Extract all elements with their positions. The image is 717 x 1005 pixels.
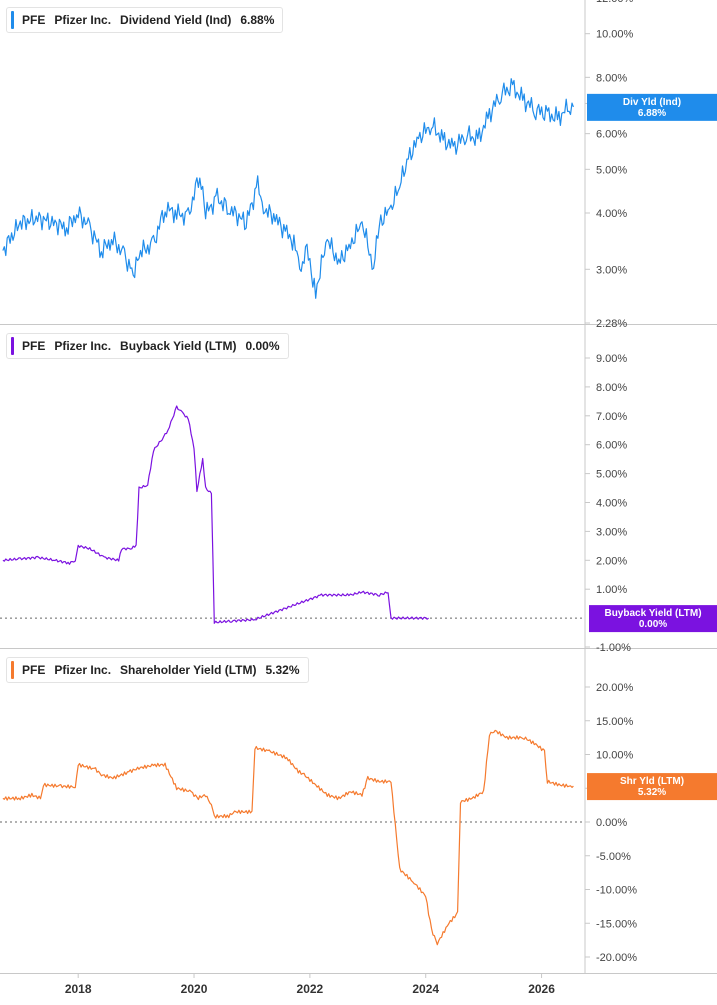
legend-metric: Dividend Yield (Ind): [120, 13, 232, 27]
series-line: [2, 405, 429, 624]
legend-ticker: PFE: [22, 339, 46, 353]
tag-value: 0.00%: [639, 619, 667, 630]
y-tick-label: 4.00%: [596, 498, 627, 510]
series-line: [2, 78, 574, 299]
x-tick-label: 2024: [412, 982, 439, 996]
y-tick-label: -5.00%: [596, 851, 631, 863]
legend-buyback-yield[interactable]: PFE Pfizer Inc. Buyback Yield (LTM) 0.00…: [6, 333, 289, 359]
y-tick-label: 8.00%: [596, 72, 627, 84]
y-tick-label: 6.00%: [596, 129, 627, 141]
x-tick-label: 2018: [65, 982, 92, 996]
series-swatch: [11, 337, 14, 355]
y-tick-label: 5.00%: [596, 164, 627, 176]
y-tick-label: 2.00%: [596, 555, 627, 567]
legend-value: 5.32%: [265, 663, 300, 677]
y-tick-label: -10.00%: [596, 885, 637, 897]
legend-value: 6.88%: [240, 13, 275, 27]
y-tick-label: 4.00%: [596, 208, 627, 220]
legend-metric: Buyback Yield (LTM): [120, 339, 237, 353]
x-tick-label: 2026: [528, 982, 555, 996]
legend-shareholder-yield[interactable]: PFE Pfizer Inc. Shareholder Yield (LTM) …: [6, 657, 309, 683]
legend-value: 0.00%: [245, 339, 280, 353]
y-tick-label: -15.00%: [596, 918, 637, 930]
y-tick-label: 1.00%: [596, 584, 627, 596]
tag-label: Div Yld (Ind): [623, 97, 681, 108]
y-tick-label: 9.00%: [596, 353, 627, 365]
last-value-tag: Buyback Yield (LTM)0.00%: [589, 605, 717, 633]
y-tick-label: 6.00%: [596, 440, 627, 452]
y-tick-label: 3.00%: [596, 526, 627, 538]
x-axis-ticks: 2018 2020 2022 2024 2026: [65, 973, 555, 996]
y-tick-label: 3.00%: [596, 264, 627, 276]
legend-ticker: PFE: [22, 663, 46, 677]
tag-label: Buyback Yield (LTM): [604, 608, 701, 619]
last-value-tag: Shr Yld (LTM)5.32%: [587, 773, 717, 801]
legend-company: Pfizer Inc.: [54, 339, 112, 353]
legend-company: Pfizer Inc.: [54, 663, 112, 677]
x-tick-label: 2020: [181, 982, 208, 996]
series-swatch: [11, 661, 14, 679]
y-tick-label: 2.28%: [596, 318, 627, 330]
y-tick-label: 5.00%: [596, 469, 627, 481]
legend-ticker: PFE: [22, 13, 46, 27]
y-axis-ticks: 12.00% 10.00% 8.00% 7.00% 6.00% 5.00% 4.00% 3.0…: [585, 0, 637, 964]
tag-value: 6.88%: [638, 108, 666, 119]
y-tick-label: 8.00%: [596, 382, 627, 394]
panel-borders: [0, 0, 717, 974]
series-layer: [0, 78, 585, 946]
legend-company: Pfizer Inc.: [54, 13, 112, 27]
y-tick-label: 15.00%: [596, 716, 634, 728]
y-tick-label: -20.00%: [596, 952, 637, 964]
y-tick-label: 0.00%: [596, 817, 627, 829]
series-line: [2, 729, 574, 946]
y-tick-label: 20.00%: [596, 682, 634, 694]
value-tags: Div Yld (Ind)6.88% Buyback Yield (LTM)0.0…: [587, 93, 717, 801]
y-tick-label: 7.00%: [596, 411, 627, 423]
legend-dividend-yield[interactable]: PFE Pfizer Inc. Dividend Yield (Ind) 6.8…: [6, 7, 284, 33]
tag-value: 5.32%: [638, 787, 666, 798]
y-tick-label: 12.00%: [596, 0, 634, 5]
legend-metric: Shareholder Yield (LTM): [120, 663, 257, 677]
tag-label: Shr Yld (LTM): [620, 776, 684, 787]
series-swatch: [11, 11, 14, 29]
y-tick-label: 10.00%: [596, 750, 634, 762]
last-value-tag: Div Yld (Ind)6.88%: [587, 93, 717, 121]
y-tick-label: 10.00%: [596, 29, 634, 41]
y-tick-label: -1.00%: [596, 642, 631, 654]
x-tick-label: 2022: [297, 982, 324, 996]
